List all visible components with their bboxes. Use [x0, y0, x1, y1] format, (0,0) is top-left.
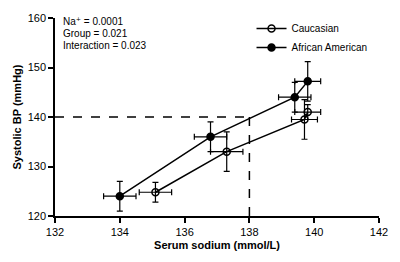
svg-text:Interaction = 0.023: Interaction = 0.023 [63, 40, 147, 51]
svg-text:Caucasian: Caucasian [292, 23, 339, 34]
svg-text:Serum sodium (mmol/L): Serum sodium (mmol/L) [154, 239, 280, 251]
svg-text:142: 142 [370, 226, 388, 238]
svg-text:130: 130 [28, 160, 46, 172]
svg-text:140: 140 [305, 226, 323, 238]
svg-text:132: 132 [46, 226, 64, 238]
svg-text:138: 138 [240, 226, 258, 238]
svg-text:120: 120 [28, 210, 46, 222]
svg-text:150: 150 [28, 61, 46, 73]
svg-text:Group = 0.021: Group = 0.021 [63, 28, 128, 39]
svg-text:140: 140 [28, 111, 46, 123]
svg-text:160: 160 [28, 12, 46, 24]
svg-text:134: 134 [111, 226, 129, 238]
svg-text:Na⁺ = 0.0001: Na⁺ = 0.0001 [63, 16, 123, 27]
svg-text:136: 136 [175, 226, 193, 238]
svg-text:African American: African American [292, 42, 368, 53]
svg-text:Systolic BP (mmHg): Systolic BP (mmHg) [11, 64, 23, 169]
